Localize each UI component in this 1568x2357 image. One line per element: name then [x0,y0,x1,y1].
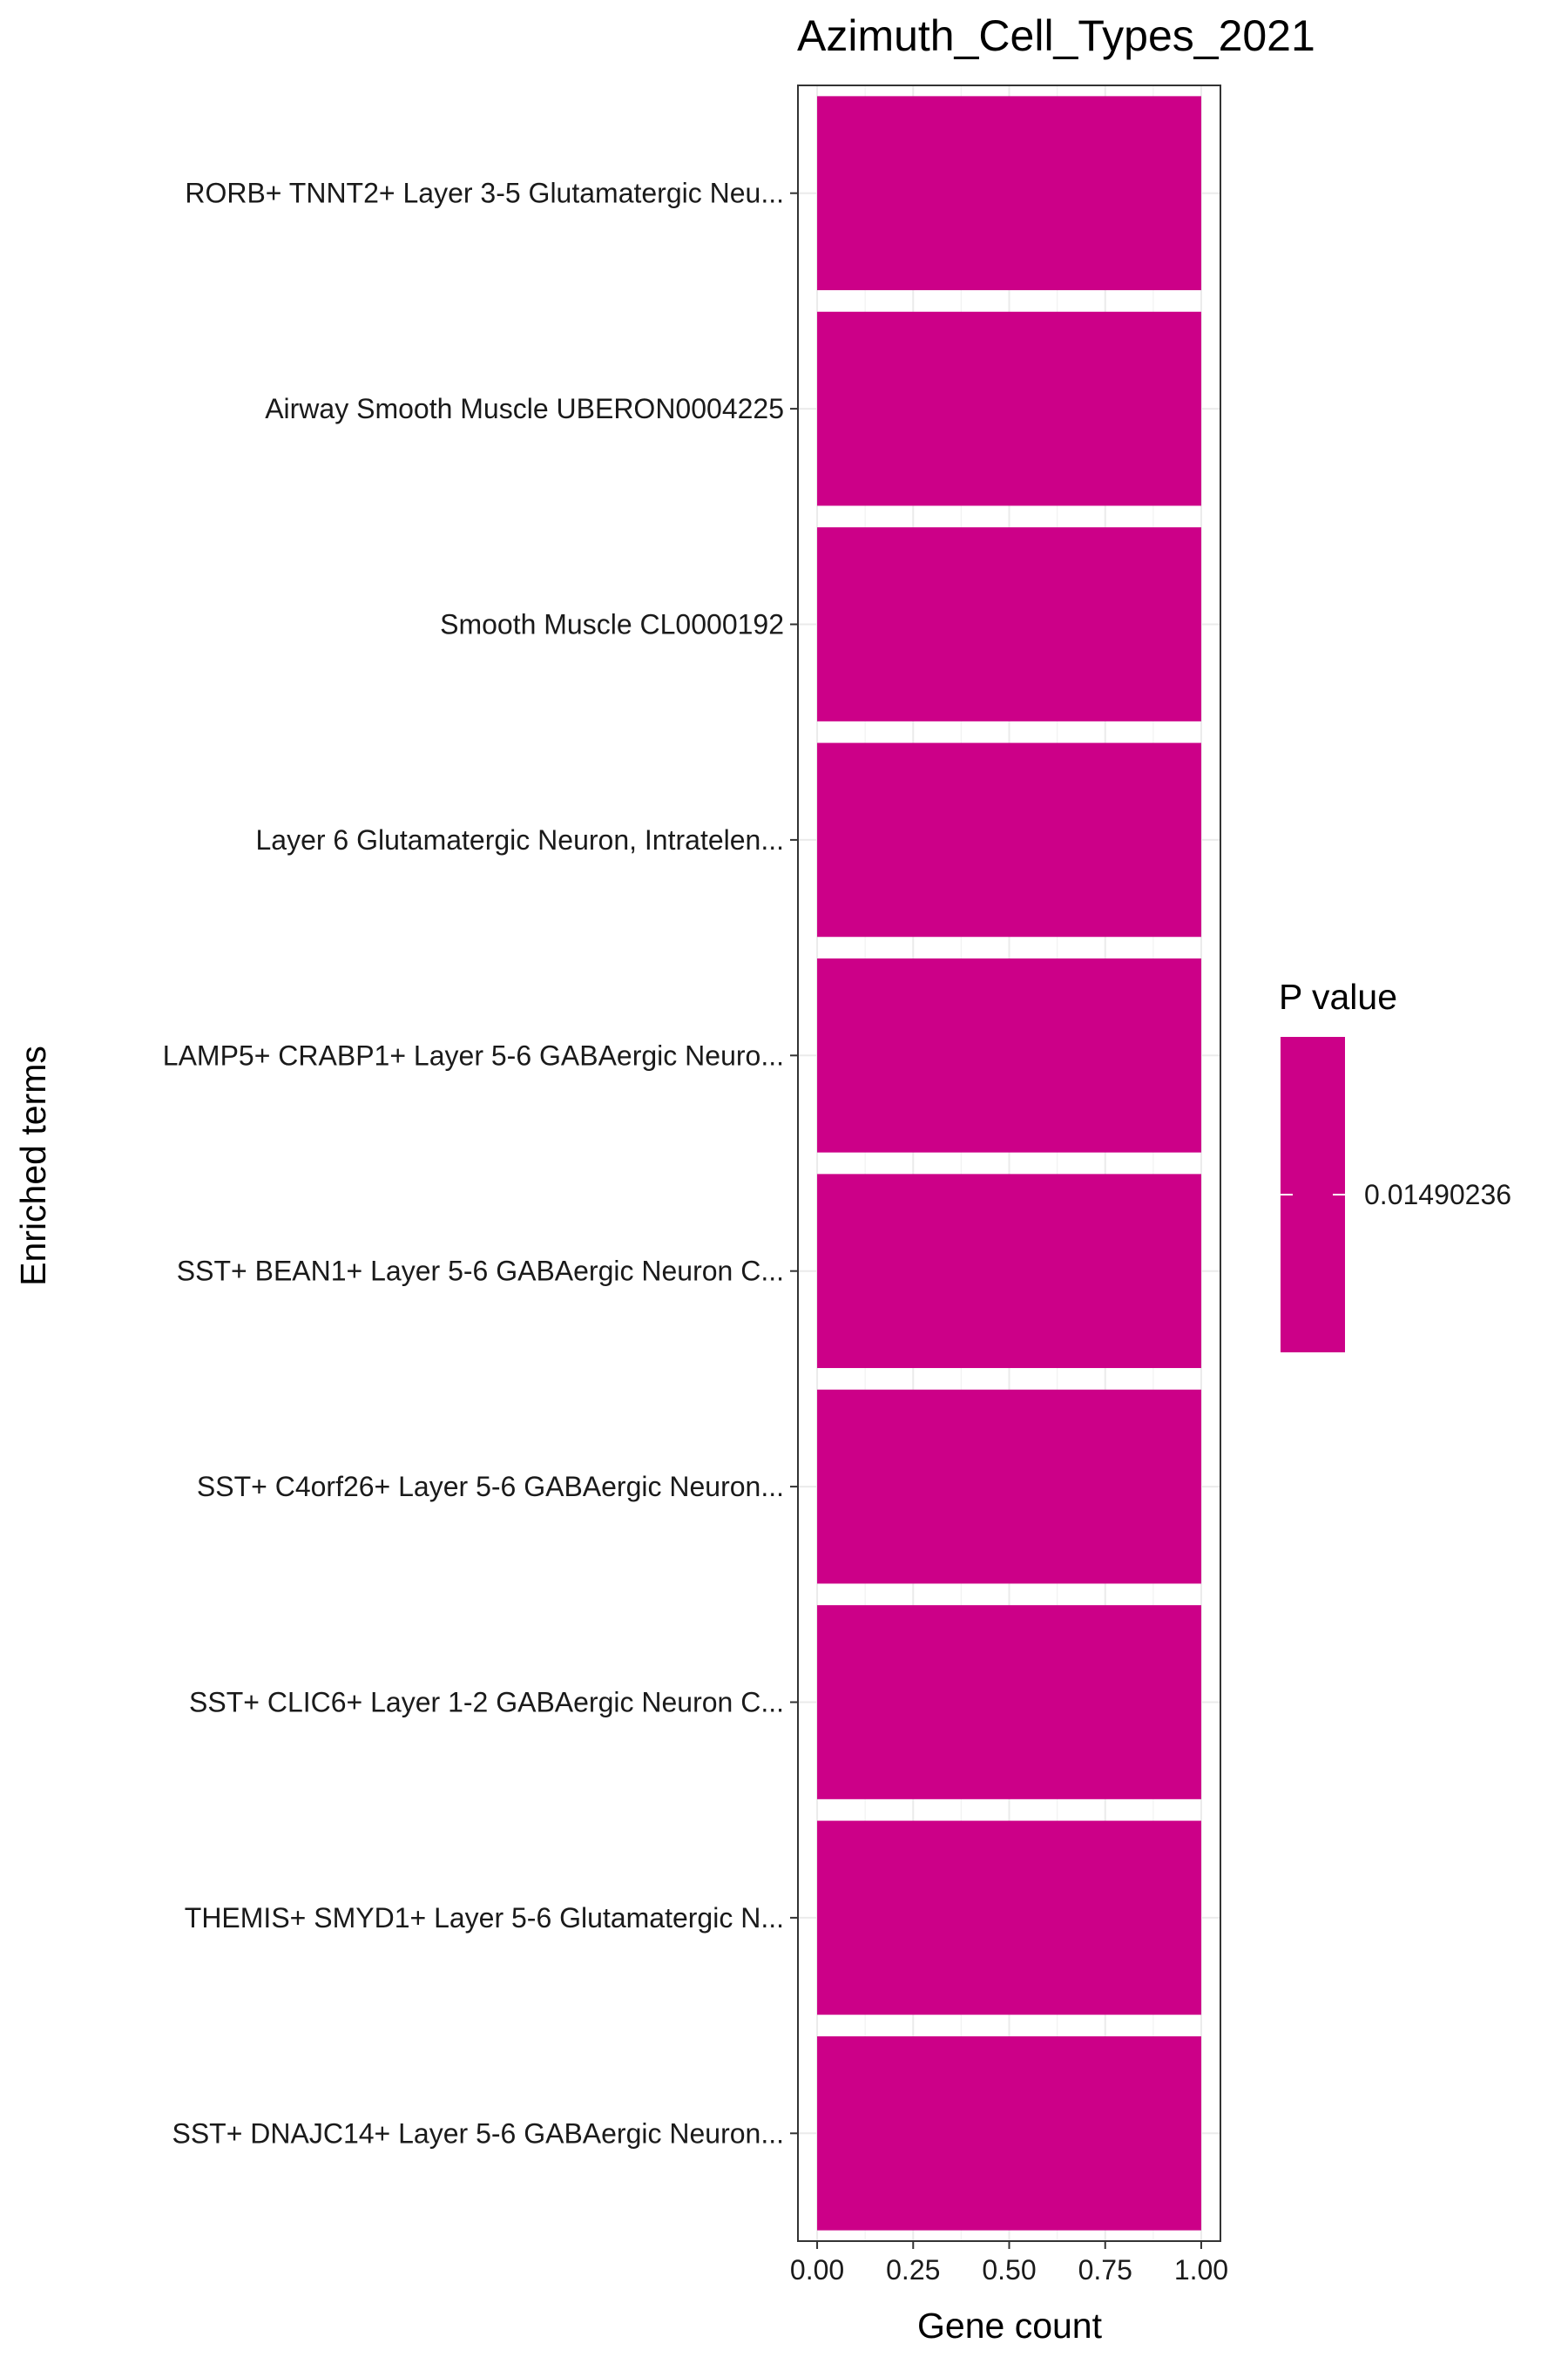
bar [817,958,1201,1153]
bar [817,1605,1201,1799]
y-tick-label: SST+ CLIC6+ Layer 1-2 GABAergic Neuron C… [189,1687,784,1718]
y-tick-label: SST+ DNAJC14+ Layer 5-6 GABAergic Neuron… [172,2117,784,2149]
y-tick-label: THEMIS+ SMYD1+ Layer 5-6 Glutamatergic N… [185,1902,784,1934]
y-tick-label: Layer 6 Glutamatergic Neuron, Intratelen… [255,824,784,856]
x-tick-label: 0.75 [1078,2254,1132,2286]
x-tick-label: 0.50 [982,2254,1036,2286]
bars [817,96,1201,2231]
bar [817,96,1201,291]
bar [817,311,1201,506]
bar [817,1389,1201,1584]
chart-title: Azimuth_Cell_Types_2021 [797,11,1315,60]
bar [817,527,1201,721]
y-tick-label: RORB+ TNNT2+ Layer 3-5 Glutamatergic Neu… [185,178,784,209]
x-tick-label: 0.25 [886,2254,940,2286]
x-axis-title: Gene count [917,2306,1103,2346]
y-tick-label: SST+ BEAN1+ Layer 5-6 GABAergic Neuron C… [177,1256,784,1287]
bar [817,1820,1201,2015]
y-tick-label: Airway Smooth Muscle UBERON0004225 [265,393,784,424]
legend: P value 0.01490236 [1279,977,1511,1352]
bar [817,1174,1201,1369]
y-tick-label: LAMP5+ CRABP1+ Layer 5-6 GABAergic Neuro… [163,1040,784,1071]
bar [817,742,1201,938]
x-axis: 0.00 0.25 0.50 0.75 1.00 [790,2241,1228,2286]
legend-label: 0.01490236 [1364,1179,1511,1210]
x-tick-label: 0.00 [790,2254,844,2286]
x-tick-label: 1.00 [1174,2254,1228,2286]
bar [817,2035,1201,2231]
y-axis: RORB+ TNNT2+ Layer 3-5 Glutamatergic Neu… [163,178,798,2149]
y-tick-label: SST+ C4orf26+ Layer 5-6 GABAergic Neuron… [197,1471,784,1502]
y-axis-title: Enriched terms [13,1046,53,1286]
y-tick-label: Smooth Muscle CL0000192 [440,609,784,640]
legend-title: P value [1279,977,1397,1017]
